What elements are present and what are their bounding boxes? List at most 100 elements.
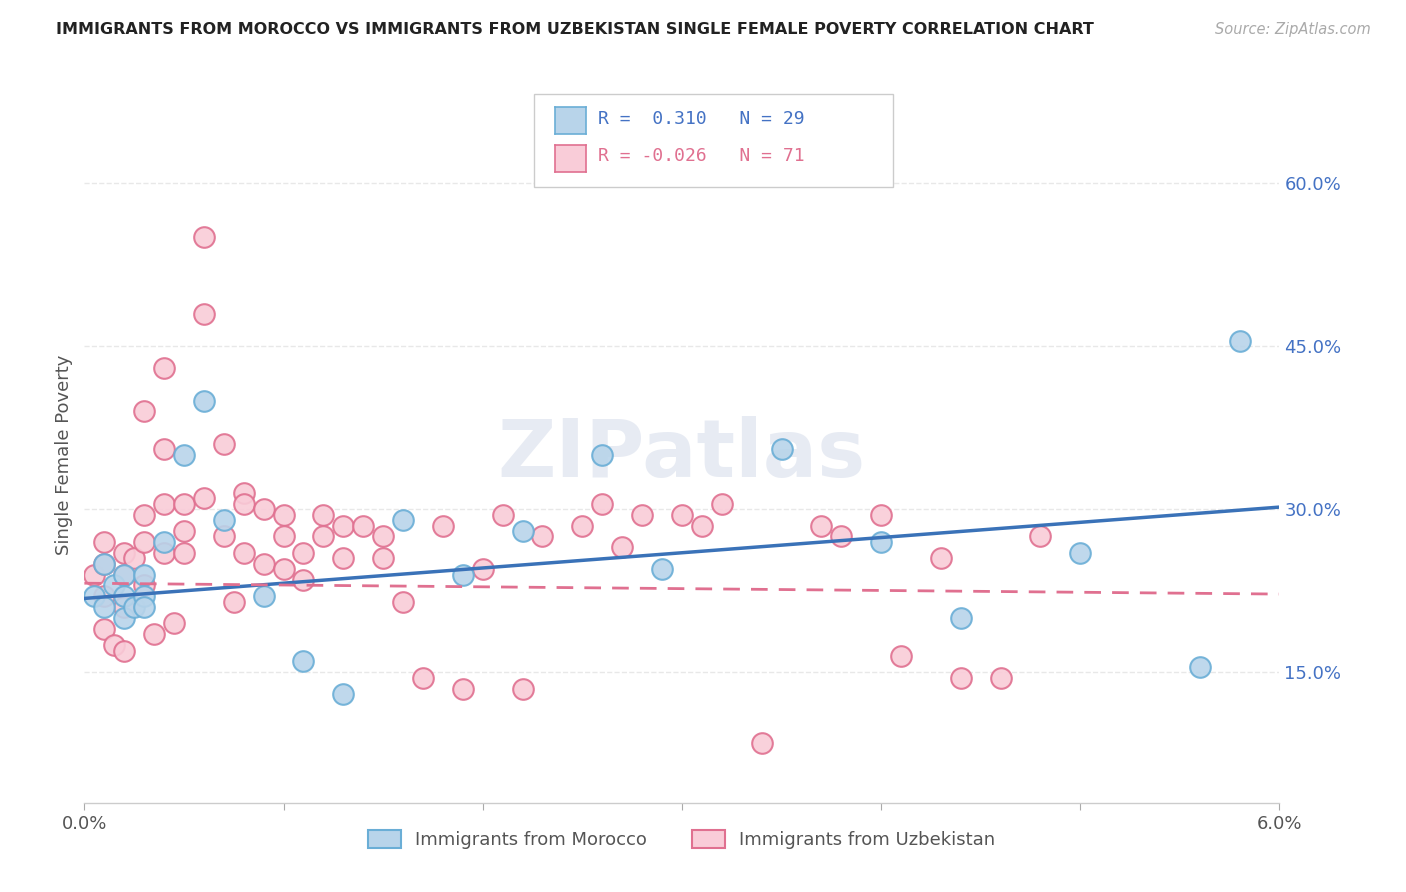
Point [929, 551, 952, 566]
Point [112, 600, 135, 615]
Point [212, 437, 235, 451]
Point [492, 508, 515, 522]
Point [591, 497, 613, 511]
Point [112, 589, 135, 603]
Point [173, 497, 195, 511]
Point [93, 534, 115, 549]
Point [112, 567, 135, 582]
Point [690, 518, 713, 533]
Point [253, 502, 276, 516]
Point [122, 551, 145, 566]
Point [253, 589, 276, 603]
Point [373, 551, 395, 566]
Point [112, 567, 135, 582]
Point [83, 589, 105, 603]
Point [432, 518, 454, 533]
Point [870, 534, 893, 549]
Point [93, 557, 115, 571]
Point [1029, 529, 1052, 543]
Point [173, 524, 195, 538]
Point [232, 486, 254, 500]
Point [312, 508, 335, 522]
Point [193, 491, 215, 506]
Point [132, 567, 156, 582]
Point [471, 562, 494, 576]
Point [153, 534, 176, 549]
Point [173, 448, 195, 462]
Point [163, 616, 186, 631]
Point [143, 627, 166, 641]
Legend: Immigrants from Morocco, Immigrants from Uzbekistan: Immigrants from Morocco, Immigrants from… [361, 822, 1002, 856]
Point [93, 622, 115, 636]
Point [332, 687, 354, 701]
Point [1188, 660, 1211, 674]
Point [132, 534, 156, 549]
Point [153, 546, 176, 560]
Point [232, 546, 254, 560]
Point [1229, 334, 1251, 348]
Point [671, 508, 693, 522]
Point [631, 508, 654, 522]
Point [173, 546, 195, 560]
Point [292, 655, 315, 669]
Point [352, 518, 374, 533]
Point [212, 513, 235, 527]
Point [292, 546, 315, 560]
Point [273, 508, 295, 522]
Point [412, 671, 434, 685]
Point [193, 307, 215, 321]
Point [122, 600, 145, 615]
Point [512, 524, 534, 538]
Point [132, 589, 156, 603]
Point [212, 529, 235, 543]
Point [112, 611, 135, 625]
Point [232, 497, 254, 511]
Point [949, 671, 972, 685]
Point [512, 681, 534, 696]
Point [132, 508, 156, 522]
Point [751, 736, 773, 750]
Point [451, 567, 474, 582]
Point [373, 529, 395, 543]
Point [132, 404, 156, 418]
Point [193, 230, 215, 244]
Text: ZIPatlas: ZIPatlas [498, 416, 866, 494]
Point [571, 518, 593, 533]
Point [651, 562, 673, 576]
Point [770, 442, 793, 457]
Point [83, 567, 105, 582]
Point [153, 497, 176, 511]
Point [1069, 546, 1091, 560]
Point [153, 442, 176, 457]
Point [949, 611, 972, 625]
Point [93, 557, 115, 571]
Point [93, 589, 115, 603]
Point [531, 529, 554, 543]
Point [93, 600, 115, 615]
Point [451, 681, 474, 696]
Text: R = -0.026   N = 71: R = -0.026 N = 71 [598, 147, 804, 165]
Text: IMMIGRANTS FROM MOROCCO VS IMMIGRANTS FROM UZBEKISTAN SINGLE FEMALE POVERTY CORR: IMMIGRANTS FROM MOROCCO VS IMMIGRANTS FR… [56, 22, 1094, 37]
Point [103, 578, 125, 592]
Point [332, 518, 354, 533]
Point [222, 595, 245, 609]
Point [810, 518, 832, 533]
Point [193, 393, 215, 408]
Point [710, 497, 733, 511]
Text: Source: ZipAtlas.com: Source: ZipAtlas.com [1215, 22, 1371, 37]
Point [332, 551, 354, 566]
Point [870, 508, 893, 522]
Point [292, 573, 315, 587]
Point [312, 529, 335, 543]
Point [612, 541, 634, 555]
Point [132, 600, 156, 615]
Point [112, 643, 135, 657]
Point [253, 557, 276, 571]
Point [153, 360, 176, 375]
Point [112, 546, 135, 560]
Point [890, 648, 912, 663]
Point [132, 578, 156, 592]
Point [273, 562, 295, 576]
Point [990, 671, 1012, 685]
Point [591, 448, 613, 462]
